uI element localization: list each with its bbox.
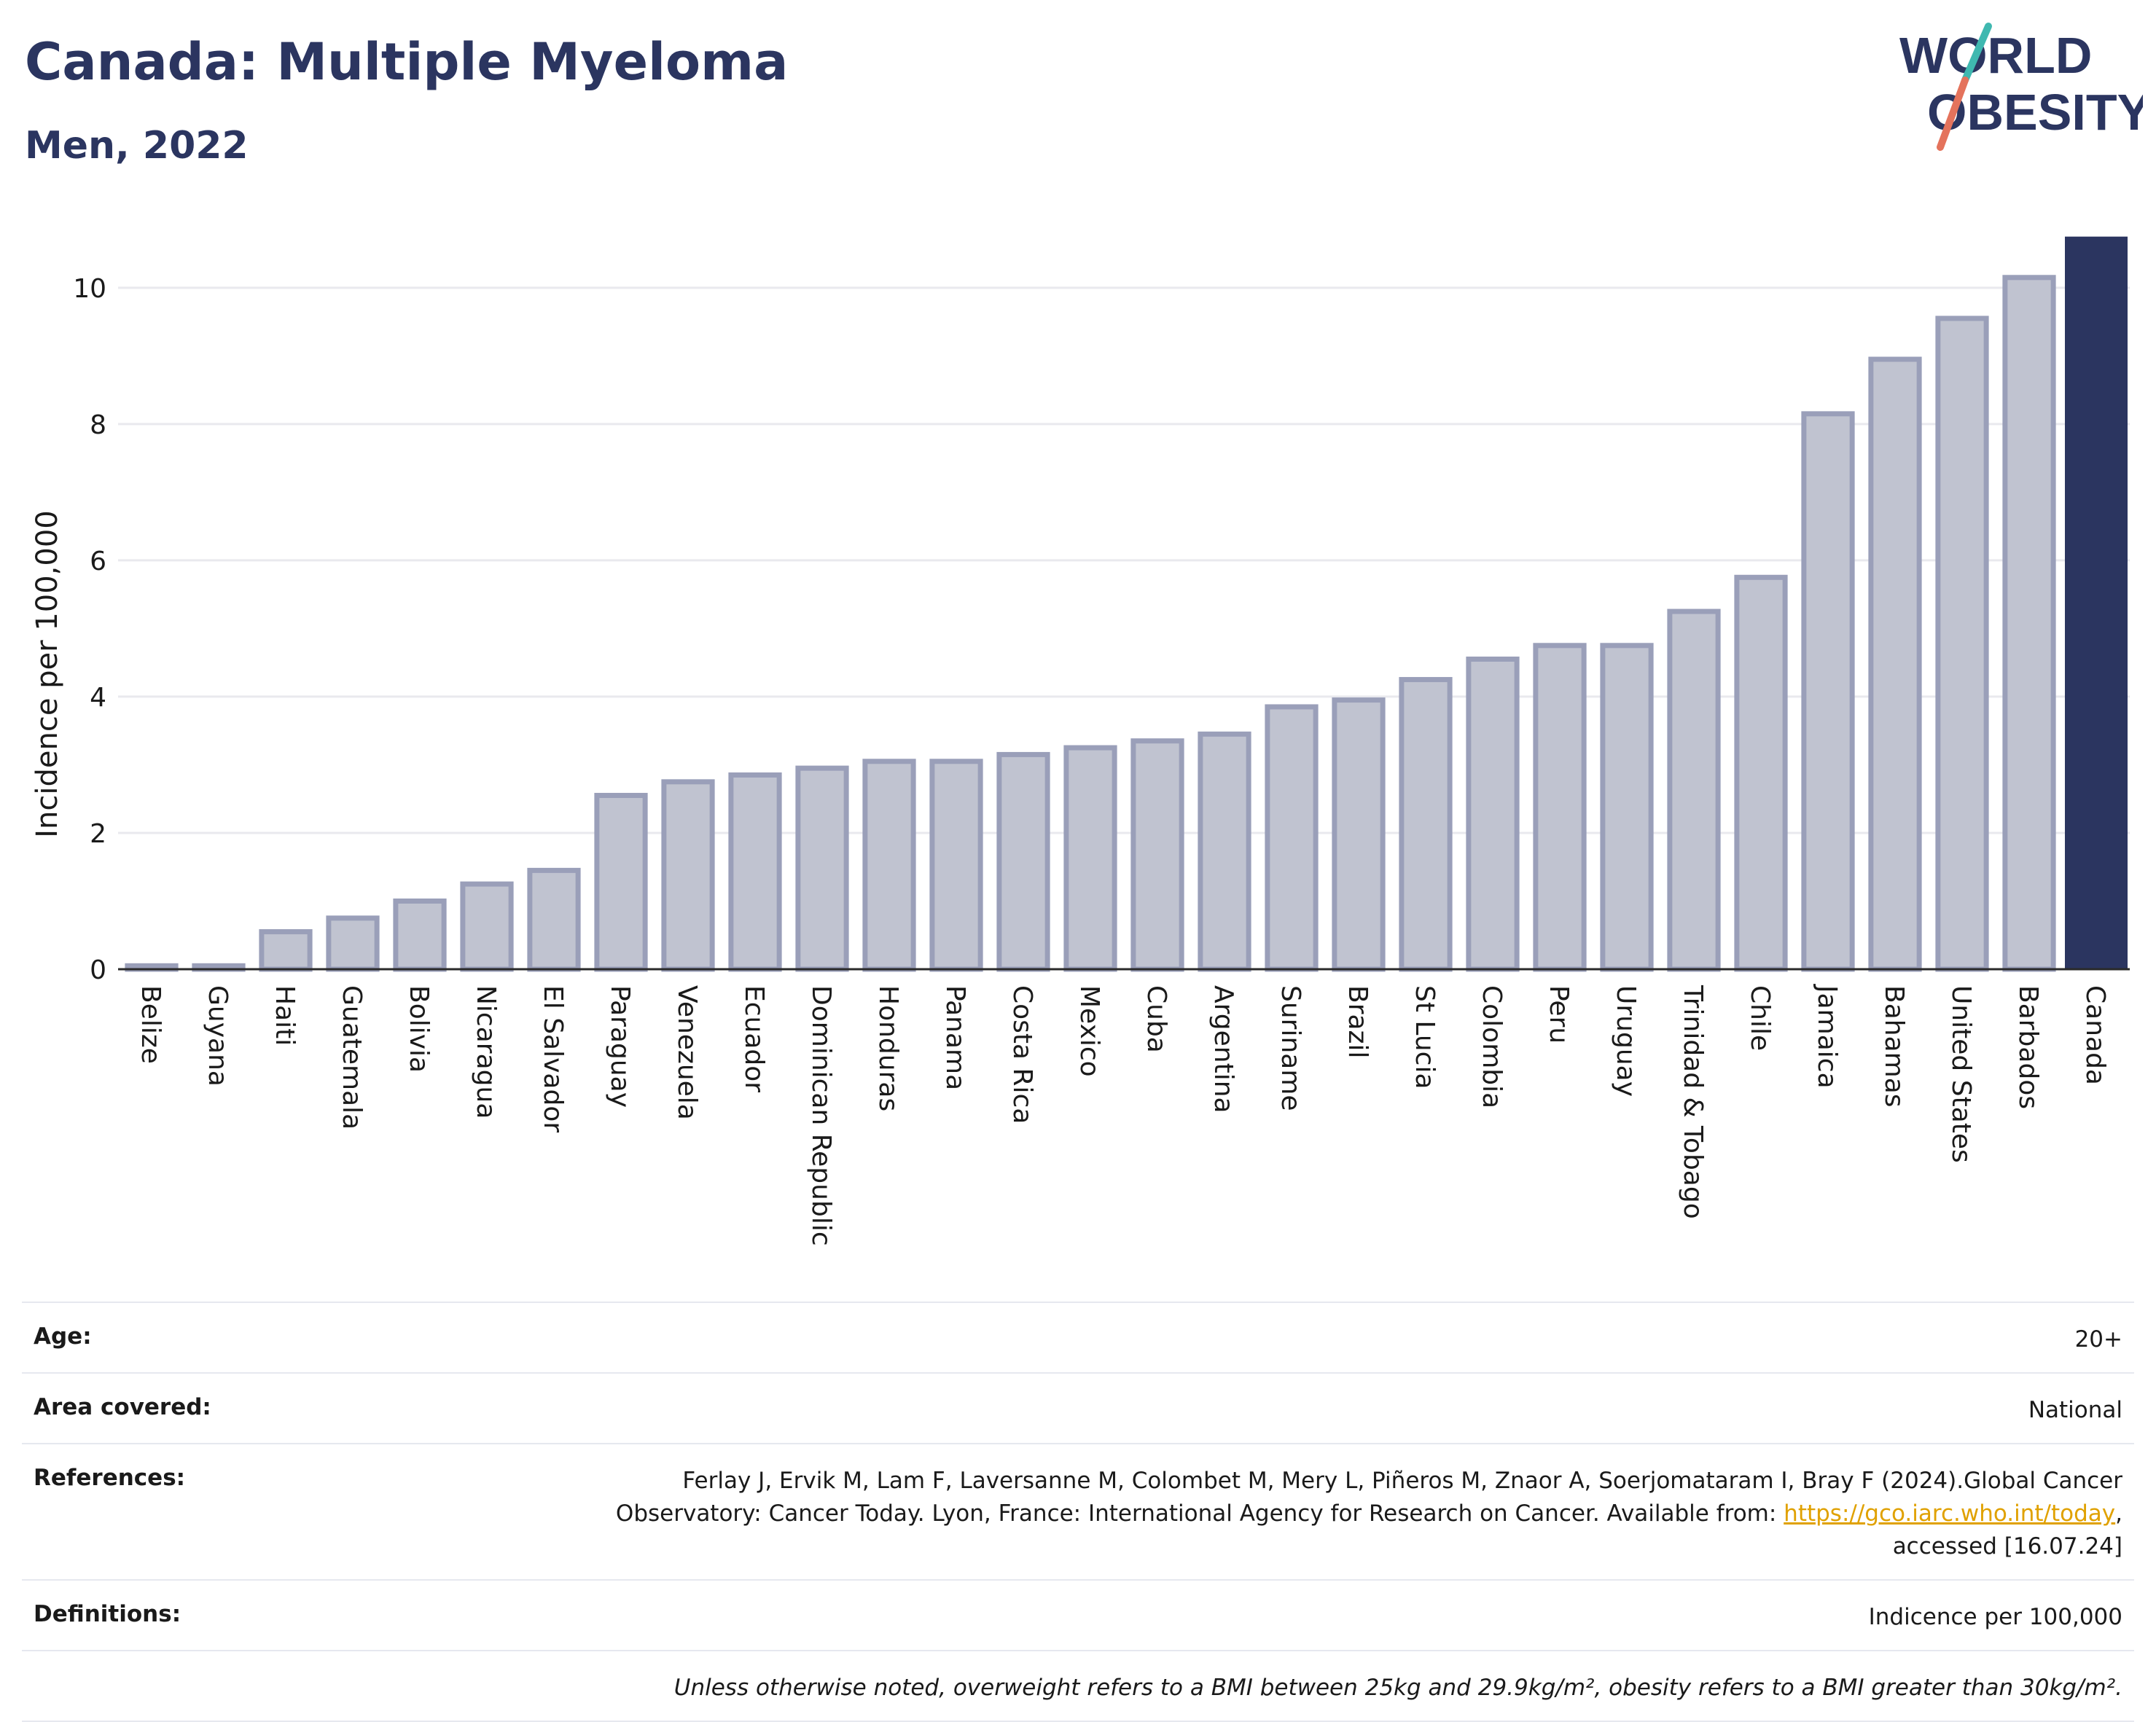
info-row-age: Age: 20+ bbox=[22, 1302, 2134, 1372]
references-label: References: bbox=[34, 1464, 186, 1491]
bar-paraguay bbox=[594, 793, 648, 972]
bar-brazil bbox=[1332, 697, 1386, 972]
x-tick-label: Honduras bbox=[873, 985, 903, 1111]
info-table: Age: 20+ Area covered: National Referenc… bbox=[22, 1302, 2134, 1722]
x-tick-label: Mexico bbox=[1074, 985, 1104, 1077]
area-value: National bbox=[2028, 1396, 2122, 1423]
references-line-2: Observatory: Cancer Today. Lyon, France:… bbox=[615, 1500, 1784, 1527]
x-tick-label: Costa Rica bbox=[1007, 985, 1037, 1124]
x-tick-label: Barbados bbox=[2013, 985, 2043, 1109]
bar-trinidad-tobago bbox=[1667, 608, 1721, 972]
bar-canada bbox=[2065, 236, 2128, 970]
definitions-label: Definitions: bbox=[34, 1600, 181, 1627]
x-tick-label: Trinidad & Tobago bbox=[1678, 985, 1708, 1219]
bar-nicaragua bbox=[460, 881, 514, 972]
bar-barbados bbox=[2002, 275, 2056, 972]
bar-jamaica bbox=[1801, 411, 1855, 972]
y-tick-label: 4 bbox=[90, 683, 106, 713]
x-tick-label: Peru bbox=[1544, 985, 1574, 1044]
x-tick-label: Cuba bbox=[1141, 985, 1171, 1053]
x-tick-label: Suriname bbox=[1276, 985, 1305, 1111]
bar-uruguay bbox=[1600, 643, 1654, 972]
bar-colombia bbox=[1466, 656, 1520, 972]
bar-chart: 0 2 4 6 8 10 Belize Guyana Haiti Guatemala Bolivi… bbox=[31, 236, 2130, 1246]
x-tick-label: El Salvador bbox=[538, 985, 568, 1132]
references-line-1: Ferlay J, Ervik M, Lam F, Laversanne M, … bbox=[682, 1467, 2122, 1494]
x-tick-label: Bahamas bbox=[1879, 985, 1909, 1108]
info-row-references: References: Ferlay J, Ervik M, Lam F, La… bbox=[22, 1442, 2134, 1579]
x-axis-labels: Belize Guyana Haiti Guatemala Bolivia Nicarag… bbox=[136, 984, 2110, 1246]
bars bbox=[125, 236, 2128, 972]
x-tick-label: Jamaica bbox=[1812, 984, 1842, 1089]
x-tick-label: Belize bbox=[136, 985, 165, 1064]
x-tick-label: Guatemala bbox=[337, 985, 367, 1130]
world-obesity-logo: WORLD OBESITY bbox=[1899, 23, 2143, 151]
y-tick-label: 6 bbox=[90, 547, 106, 576]
bar-bolivia bbox=[393, 898, 447, 972]
logo-slash-teal bbox=[1961, 23, 1992, 84]
age-label: Age: bbox=[34, 1323, 92, 1350]
bar-guatemala bbox=[326, 915, 380, 972]
y-axis-title: Incidence per 100,000 bbox=[31, 510, 64, 838]
info-row-note: Unless otherwise noted, overweight refer… bbox=[22, 1649, 2134, 1722]
x-tick-label: Uruguay bbox=[1611, 985, 1641, 1097]
references-line-3: accessed [16.07.24] bbox=[1892, 1533, 2122, 1559]
x-tick-label: Nicaragua bbox=[471, 985, 501, 1119]
bar-panama bbox=[929, 759, 983, 972]
x-tick-label: Ecuador bbox=[739, 985, 769, 1092]
x-tick-label: Bolivia bbox=[404, 985, 434, 1073]
age-value: 20+ bbox=[2074, 1326, 2122, 1353]
x-tick-label: Venezuela bbox=[672, 985, 702, 1120]
x-tick-label: United States bbox=[1946, 985, 1976, 1163]
x-tick-label: Paraguay bbox=[605, 985, 635, 1108]
x-tick-label: Haiti bbox=[270, 985, 300, 1046]
x-tick-label: Brazil bbox=[1343, 985, 1372, 1058]
x-tick-label: Dominican Republic bbox=[806, 985, 836, 1246]
x-tick-label: Guyana bbox=[203, 985, 233, 1087]
bar-mexico bbox=[1063, 745, 1117, 972]
logo-slash-coral bbox=[1937, 77, 1969, 151]
references-value: Ferlay J, Ervik M, Lam F, Laversanne M, … bbox=[616, 1465, 2122, 1563]
references-line-2-end: , bbox=[2115, 1500, 2122, 1527]
y-tick-label: 2 bbox=[90, 819, 106, 849]
bar-venezuela bbox=[661, 779, 715, 972]
bar-haiti bbox=[259, 929, 313, 972]
bar-honduras bbox=[862, 759, 916, 972]
references-link[interactable]: https://gco.iarc.who.int/today bbox=[1784, 1500, 2116, 1527]
bar-argentina bbox=[1198, 731, 1251, 972]
page-subtitle: Men, 2022 bbox=[25, 124, 249, 168]
bar-suriname bbox=[1265, 704, 1319, 972]
bar-dominican-republic bbox=[795, 765, 849, 972]
x-tick-label: St Lucia bbox=[1410, 985, 1440, 1089]
logo-line-1: WORLD bbox=[1899, 27, 2092, 84]
x-tick-label: Argentina bbox=[1208, 985, 1238, 1114]
bar-peru bbox=[1533, 643, 1587, 972]
bar-united-states bbox=[1935, 316, 1989, 972]
bar-ecuador bbox=[728, 772, 782, 972]
y-axis-ticks: 0 2 4 6 8 10 bbox=[73, 274, 106, 985]
bar-costa-rica bbox=[996, 751, 1050, 972]
x-tick-label: Canada bbox=[2080, 985, 2110, 1085]
definitions-value: Indicence per 100,000 bbox=[1868, 1603, 2122, 1630]
page-title: Canada: Multiple Myeloma bbox=[25, 32, 789, 92]
y-tick-label: 8 bbox=[90, 410, 106, 440]
x-tick-label: Colombia bbox=[1477, 985, 1507, 1108]
info-row-definitions: Definitions: Indicence per 100,000 bbox=[22, 1578, 2134, 1650]
bar-chile bbox=[1734, 574, 1788, 972]
area-label: Area covered: bbox=[34, 1393, 211, 1420]
y-tick-label: 10 bbox=[73, 274, 106, 304]
gridlines bbox=[118, 286, 2130, 834]
x-tick-label: Chile bbox=[1745, 985, 1775, 1051]
bar-cuba bbox=[1130, 738, 1184, 972]
bar-st-lucia bbox=[1399, 677, 1453, 972]
bar-el-salvador bbox=[527, 867, 581, 972]
bmi-note: Unless otherwise noted, overweight refer… bbox=[673, 1674, 2122, 1701]
y-tick-label: 0 bbox=[90, 955, 106, 985]
x-tick-label: Panama bbox=[940, 985, 970, 1090]
info-row-area: Area covered: National bbox=[22, 1371, 2134, 1443]
bar-bahamas bbox=[1868, 356, 1922, 972]
